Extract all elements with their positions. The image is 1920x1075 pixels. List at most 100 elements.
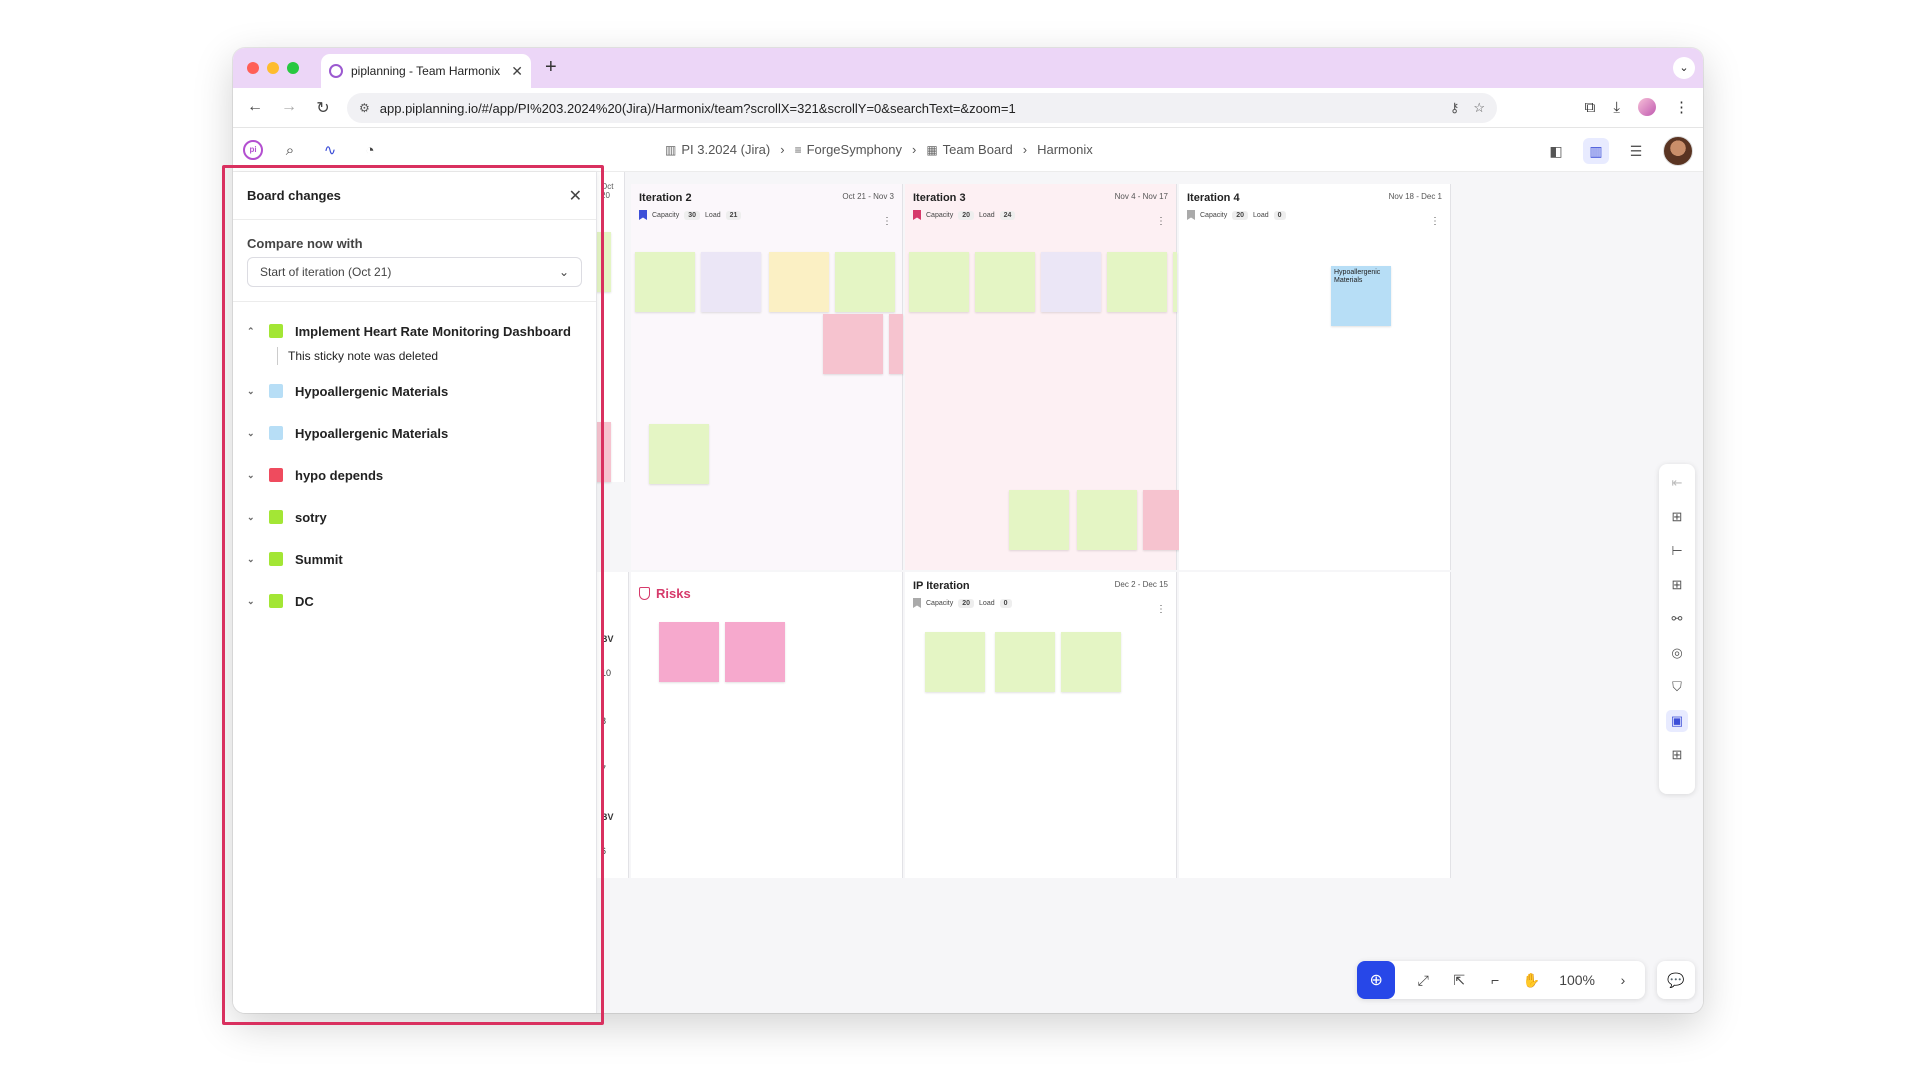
- iteration-menu-icon[interactable]: ⋮: [1430, 216, 1440, 227]
- breadcrumb-item-team[interactable]: Harmonix: [1037, 142, 1093, 157]
- iteration-menu-icon[interactable]: ⋮: [1156, 216, 1166, 227]
- chevron-down-icon[interactable]: ⌄: [247, 385, 255, 396]
- sticky-note[interactable]: [1077, 490, 1137, 550]
- sticky-note[interactable]: [925, 632, 985, 692]
- chevron-down-icon[interactable]: ⌄: [247, 595, 255, 606]
- change-item[interactable]: ⌃ Implement Heart Rate Monitoring Dashbo…: [233, 310, 596, 352]
- chevron-right-icon[interactable]: ›: [1620, 972, 1626, 988]
- password-key-icon[interactable]: ⚷: [1449, 100, 1460, 115]
- capacity-value[interactable]: 20: [1232, 210, 1249, 220]
- risk-sticky-note[interactable]: [659, 622, 719, 682]
- iteration-3-column[interactable]: Iteration 3 Nov 4 - Nov 17 Capacity 20 L…: [905, 184, 1203, 570]
- sticky-note[interactable]: [823, 314, 883, 374]
- tab-search-chevron-icon[interactable]: ⌄: [1673, 57, 1695, 79]
- iteration-menu-icon[interactable]: ⋮: [882, 216, 892, 227]
- browser-menu-icon[interactable]: ⋮: [1674, 99, 1689, 116]
- profile-icon[interactable]: [1638, 98, 1656, 116]
- iteration-flag-icon[interactable]: [913, 598, 921, 608]
- empty-column[interactable]: [1179, 572, 1451, 878]
- fit-to-screen-icon[interactable]: ⤢: [1417, 971, 1429, 988]
- sticky-note[interactable]: [995, 632, 1055, 692]
- close-icon[interactable]: ✕: [568, 187, 582, 205]
- shield-icon[interactable]: ⛉: [1672, 679, 1682, 694]
- sticky-note[interactable]: [1107, 252, 1167, 312]
- search-icon[interactable]: ⌕: [285, 141, 295, 159]
- chat-icon[interactable]: 💬: [1657, 961, 1695, 999]
- compare-select[interactable]: Start of iteration (Oct 21) ⌄: [247, 257, 582, 287]
- iteration-flag-icon[interactable]: [913, 210, 921, 220]
- risk-sticky-note[interactable]: [725, 622, 785, 682]
- site-settings-icon[interactable]: ⚙: [359, 101, 370, 115]
- sticky-note[interactable]: [909, 252, 969, 312]
- reload-icon[interactable]: ↻: [316, 100, 330, 117]
- sticky-note[interactable]: [635, 252, 695, 312]
- iteration-menu-icon[interactable]: ⋮: [1156, 604, 1166, 615]
- sticky-note[interactable]: [889, 314, 903, 374]
- avatar[interactable]: [1663, 136, 1693, 166]
- sticky-note[interactable]: [649, 424, 709, 484]
- capacity-value[interactable]: 20: [958, 210, 975, 220]
- url-field[interactable]: ⚙ app.piplanning.io/#/app/PI%203.2024%20…: [347, 93, 1497, 123]
- dependency-icon[interactable]: ⚯: [1671, 611, 1683, 626]
- breadcrumb-item-art[interactable]: ≡ ForgeSymphony: [794, 142, 902, 157]
- chevron-down-icon[interactable]: ⌄: [247, 469, 255, 480]
- change-item[interactable]: ⌄ sotry: [233, 496, 596, 538]
- connector-icon[interactable]: ⌐: [1491, 972, 1500, 988]
- tab-close-icon[interactable]: ✕: [511, 62, 523, 79]
- piplanning-logo-icon[interactable]: pi: [243, 140, 263, 160]
- breadcrumb-item-pi[interactable]: ▥ PI 3.2024 (Jira): [665, 142, 771, 157]
- add-grid-icon[interactable]: ⊞: [1671, 577, 1683, 592]
- chevron-down-icon[interactable]: ⌄: [247, 511, 255, 522]
- timer-icon[interactable]: ◔: [365, 141, 375, 159]
- columns-view-icon[interactable]: ▥: [1583, 138, 1609, 164]
- sticky-note[interactable]: [1041, 252, 1101, 312]
- iteration-flag-icon[interactable]: [639, 210, 647, 220]
- breadcrumb-item-board[interactable]: ▦ Team Board: [926, 142, 1013, 157]
- browser-tab[interactable]: piplanning - Team Harmonix ✕: [321, 54, 531, 88]
- target-icon[interactable]: ◎: [1671, 645, 1683, 660]
- change-item[interactable]: ⌄ hypo depends: [233, 454, 596, 496]
- chevron-up-icon[interactable]: ⌃: [247, 325, 255, 336]
- change-item[interactable]: ⌄ DC: [233, 580, 596, 622]
- sticky-note[interactable]: [975, 252, 1035, 312]
- sticky-note[interactable]: [769, 252, 829, 312]
- chevron-down-icon[interactable]: ⌄: [247, 427, 255, 438]
- forward-arrow-icon[interactable]: →: [281, 98, 297, 115]
- new-tab-icon[interactable]: +: [545, 56, 557, 78]
- ip-iteration-column[interactable]: IP Iteration Dec 2 - Dec 15 Capacity 20 …: [905, 572, 1177, 878]
- download-icon[interactable]: ⤓: [1613, 98, 1620, 116]
- hierarchy-icon[interactable]: ⊢: [1671, 543, 1683, 558]
- iteration-4-column[interactable]: Iteration 4 Nov 18 - Dec 1 Capacity 20 L…: [1179, 184, 1451, 570]
- sticky-note[interactable]: [1061, 632, 1121, 692]
- capacity-value[interactable]: 30: [684, 210, 701, 220]
- iteration-2-column[interactable]: Iteration 2 Oct 21 - Nov 3 Capacity 30 L…: [631, 184, 903, 570]
- close-window-button[interactable]: [247, 62, 259, 74]
- collapse-panel-icon[interactable]: ⇤: [1671, 475, 1683, 490]
- board-changes-icon[interactable]: ▣: [1666, 710, 1688, 732]
- maximize-window-button[interactable]: [287, 62, 299, 74]
- risks-area[interactable]: Risks: [631, 572, 903, 878]
- change-item[interactable]: ⌄ Hypoallergenic Materials: [233, 370, 596, 412]
- rows-view-icon[interactable]: ☰: [1629, 142, 1643, 159]
- sticky-note[interactable]: [835, 252, 895, 312]
- activity-icon[interactable]: ∿: [323, 142, 337, 159]
- sticky-note[interactable]: [1009, 490, 1069, 550]
- capacity-value[interactable]: 20: [958, 598, 975, 608]
- select-pointer-icon[interactable]: ⇱: [1453, 971, 1466, 988]
- add-sticky-icon[interactable]: ⊞: [1671, 509, 1683, 524]
- zoom-level[interactable]: 100%: [1559, 972, 1595, 988]
- hand-pan-icon[interactable]: ✋: [1522, 971, 1540, 988]
- back-arrow-icon[interactable]: ←: [247, 98, 263, 115]
- minimize-window-button[interactable]: [267, 62, 279, 74]
- add-note-button[interactable]: ⊕: [1357, 961, 1396, 999]
- sticky-note-hypoallergenic[interactable]: Hypoallergenic Materials: [1331, 266, 1391, 326]
- sticky-note[interactable]: [1173, 252, 1177, 312]
- extensions-icon[interactable]: ⧉: [1584, 98, 1596, 116]
- sticky-note[interactable]: [701, 252, 761, 312]
- change-item[interactable]: ⌄ Summit: [233, 538, 596, 580]
- sidebar-toggle-icon[interactable]: ◧: [1549, 142, 1563, 159]
- change-item[interactable]: ⌄ Hypoallergenic Materials: [233, 412, 596, 454]
- iteration-flag-icon[interactable]: [1187, 210, 1195, 220]
- grid-icon[interactable]: ⊞: [1671, 747, 1683, 762]
- chevron-down-icon[interactable]: ⌄: [247, 553, 255, 564]
